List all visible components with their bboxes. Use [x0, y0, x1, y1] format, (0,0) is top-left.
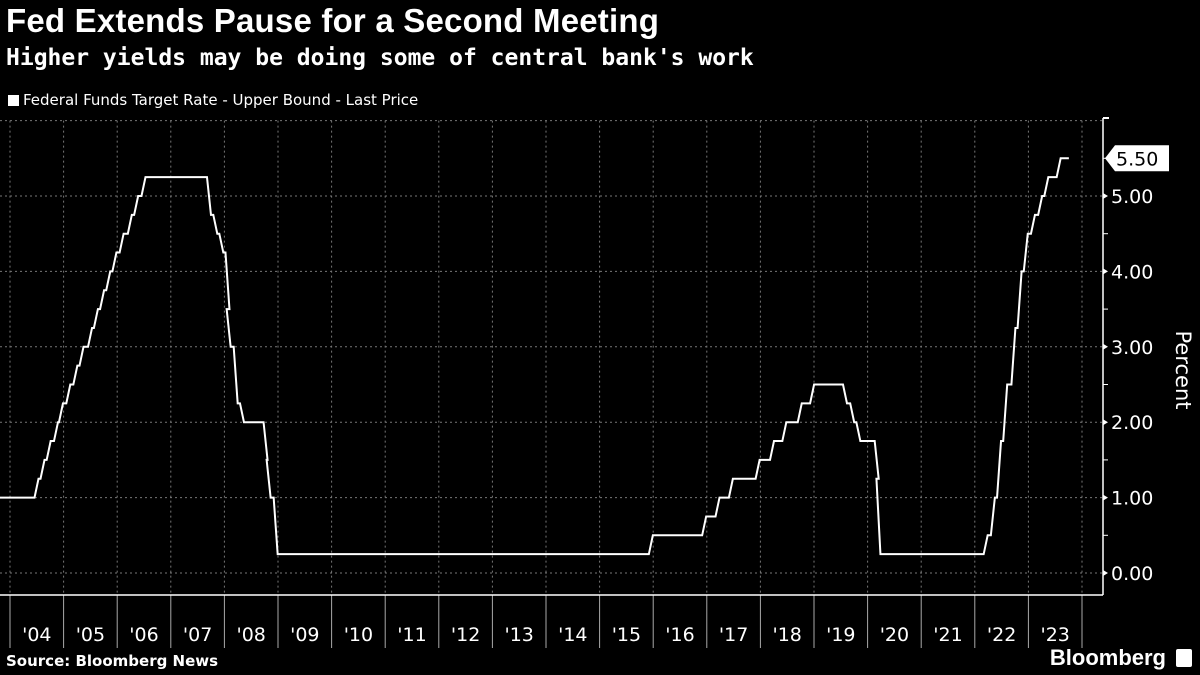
x-tick-label: '09: [290, 624, 319, 646]
x-tick-label: '04: [22, 624, 51, 646]
x-tick-label: '23: [1040, 624, 1069, 646]
x-tick-label: '16: [665, 624, 694, 646]
x-tick-label: '19: [826, 624, 855, 646]
x-tick-label: '17: [719, 624, 748, 646]
logo-text: Bloomberg: [1049, 645, 1166, 670]
y-tick: [1103, 570, 1108, 576]
series-line: [0, 157, 1069, 556]
legend-swatch: [8, 94, 19, 106]
x-tick-label: '13: [504, 624, 533, 646]
y-tick: [1103, 419, 1108, 426]
chart-subtitle: Higher yields may be doing some of centr…: [6, 45, 754, 71]
x-tick-label: '15: [612, 624, 641, 646]
y-tick: [1103, 268, 1108, 275]
y-tick-label: 1.00: [1111, 488, 1153, 510]
x-tick-label: '05: [76, 624, 105, 646]
last-value-label: 5.50: [1116, 148, 1158, 170]
x-tick-label: '18: [772, 624, 801, 646]
y-tick-label: 2.00: [1111, 412, 1153, 434]
x-tick-label: '06: [129, 624, 158, 646]
x-tick-label: '08: [236, 624, 265, 646]
bloomberg-logo: Bloomberg: [1050, 645, 1192, 671]
x-tick-label: '21: [933, 624, 962, 646]
x-tick-label: '22: [987, 624, 1016, 646]
x-tick-label: '10: [344, 624, 373, 646]
last-value-tag: [1105, 145, 1169, 172]
chart-title: Fed Extends Pause for a Second Meeting: [6, 2, 660, 39]
y-tick-label: 4.00: [1111, 261, 1153, 283]
x-tick-label: '14: [558, 624, 587, 646]
x-tick-label: '12: [451, 624, 480, 646]
legend-label: Federal Funds Target Rate - Upper Bound …: [23, 91, 419, 109]
y-tick-label: 0.00: [1111, 563, 1153, 585]
y-tick-label: 5.00: [1111, 186, 1153, 208]
x-tick-label: '07: [183, 624, 212, 646]
x-tick-label: '20: [880, 624, 909, 646]
y-tick-label: 3.00: [1111, 337, 1153, 359]
x-tick-label: '11: [397, 624, 426, 646]
bloomberg-chart-icon: [1176, 649, 1192, 667]
legend: Federal Funds Target Rate - Upper Bound …: [8, 91, 418, 109]
y-tick: [1103, 343, 1108, 350]
source-note: Source: Bloomberg News: [6, 652, 219, 670]
y-axis-label: Percent: [1171, 330, 1195, 409]
y-tick: [1103, 193, 1108, 199]
y-tick: [1103, 494, 1108, 501]
